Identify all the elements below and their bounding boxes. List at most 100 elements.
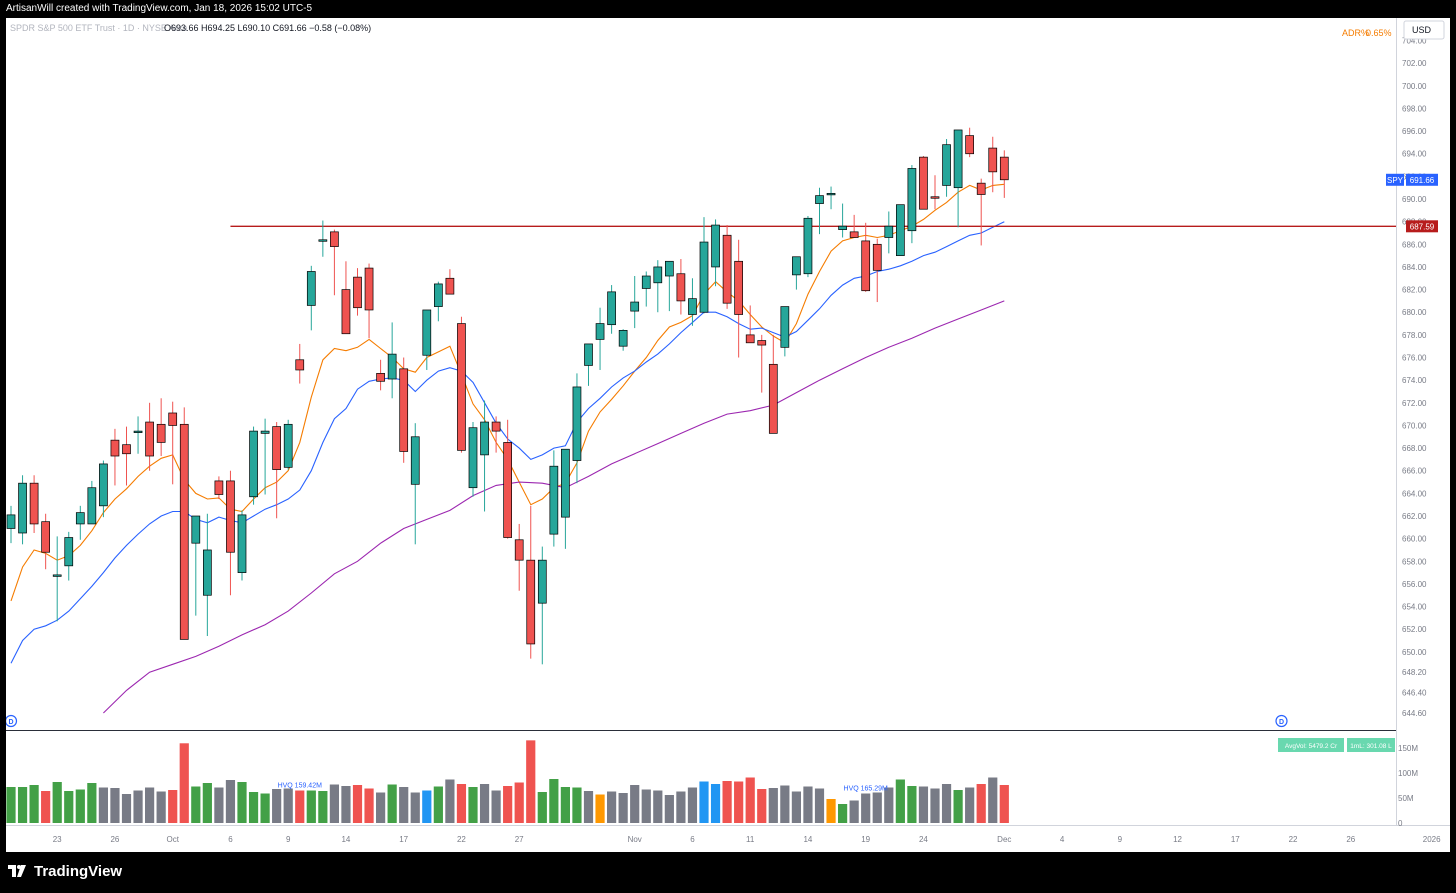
candle-body [965, 135, 975, 155]
candle[interactable] [676, 259, 686, 315]
candle[interactable] [537, 546, 547, 665]
currency-box[interactable] [1403, 20, 1445, 40]
candle[interactable] [295, 343, 305, 384]
candle[interactable] [318, 220, 328, 257]
candle-body [145, 421, 154, 457]
candle[interactable] [434, 281, 443, 322]
candle[interactable] [711, 219, 720, 287]
candle-body [803, 217, 813, 275]
candle[interactable] [999, 150, 1009, 198]
candle[interactable] [745, 305, 755, 344]
candle[interactable] [237, 510, 247, 581]
candle[interactable] [422, 309, 432, 370]
candle[interactable] [203, 513, 212, 637]
candle[interactable] [491, 416, 501, 453]
candle[interactable] [156, 398, 166, 457]
candle[interactable] [272, 422, 281, 519]
candle[interactable] [306, 265, 316, 331]
candle[interactable] [930, 175, 940, 210]
candle[interactable] [792, 256, 801, 290]
candle[interactable] [988, 136, 998, 193]
time-tick-label: 27 [515, 835, 524, 844]
candle[interactable] [653, 260, 663, 313]
candle[interactable] [376, 359, 385, 391]
price-chart[interactable]: 704.00702.00700.00698.00696.00694.00692.… [4, 18, 1450, 852]
event-marker[interactable]: D [4, 714, 18, 728]
candle[interactable] [399, 357, 409, 463]
candle[interactable] [330, 229, 339, 296]
candle[interactable] [122, 426, 131, 486]
candle[interactable] [526, 505, 536, 659]
symbol-description[interactable]: SPDR S&P 500 ETF Trust · 1D · NYSE Arca [10, 23, 187, 33]
candle[interactable] [965, 127, 975, 158]
candle[interactable] [895, 204, 905, 256]
candle[interactable] [630, 276, 640, 329]
candle[interactable] [722, 225, 732, 309]
candle[interactable] [503, 419, 512, 539]
candle[interactable] [52, 536, 62, 622]
candle[interactable] [283, 419, 293, 470]
candle[interactable] [803, 216, 813, 278]
candle[interactable] [75, 505, 85, 540]
candle[interactable] [18, 475, 27, 545]
candle[interactable] [861, 222, 871, 292]
candle[interactable] [664, 260, 674, 312]
tradingview-logo[interactable]: TradingView [8, 863, 122, 880]
candle[interactable] [584, 343, 593, 386]
candle[interactable] [514, 523, 524, 591]
candle[interactable] [260, 418, 270, 495]
candle[interactable] [191, 515, 201, 616]
candle[interactable] [168, 401, 178, 485]
candle[interactable] [249, 426, 258, 505]
candle[interactable] [29, 475, 39, 533]
candle[interactable] [110, 428, 120, 486]
candle[interactable] [734, 239, 744, 358]
time-tick-label: 2026 [1423, 835, 1441, 844]
candle[interactable] [468, 422, 478, 497]
candle[interactable] [872, 238, 882, 303]
candle[interactable] [595, 307, 605, 370]
candle[interactable] [942, 139, 951, 197]
candle[interactable] [145, 402, 154, 471]
candle[interactable] [768, 334, 778, 434]
candle[interactable] [549, 450, 559, 547]
candle[interactable] [884, 211, 894, 254]
candle[interactable] [780, 306, 790, 357]
candle[interactable] [41, 513, 51, 570]
candle[interactable] [572, 373, 582, 484]
time-tick-label: 14 [803, 835, 812, 844]
candle[interactable] [561, 448, 570, 549]
candle[interactable] [226, 470, 235, 596]
candle[interactable] [364, 263, 374, 339]
candle[interactable] [387, 322, 397, 399]
candle[interactable] [6, 505, 16, 544]
candle[interactable] [688, 278, 697, 326]
candle[interactable] [849, 214, 859, 238]
candle[interactable] [618, 329, 628, 351]
candle[interactable] [815, 187, 824, 235]
candle[interactable] [607, 285, 616, 334]
candle[interactable] [445, 269, 455, 295]
candle[interactable] [214, 476, 224, 500]
candle[interactable] [353, 268, 362, 316]
candle[interactable] [976, 178, 986, 246]
candle[interactable] [480, 400, 489, 512]
candle[interactable] [457, 316, 466, 453]
candle[interactable] [641, 271, 651, 307]
candle[interactable] [64, 531, 74, 581]
candle[interactable] [919, 156, 928, 210]
candle[interactable] [699, 217, 709, 314]
candle[interactable] [757, 334, 767, 393]
candle[interactable] [410, 423, 420, 545]
candle[interactable] [87, 480, 97, 525]
candle[interactable] [838, 203, 847, 238]
volume-bar [607, 791, 617, 823]
candle[interactable] [179, 407, 189, 640]
candle[interactable] [953, 129, 963, 228]
candle[interactable] [99, 460, 108, 518]
candle[interactable] [341, 261, 351, 335]
candle[interactable] [826, 186, 836, 210]
candle[interactable] [133, 416, 143, 454]
event-marker[interactable]: D [1275, 714, 1288, 728]
candle[interactable] [907, 165, 917, 244]
